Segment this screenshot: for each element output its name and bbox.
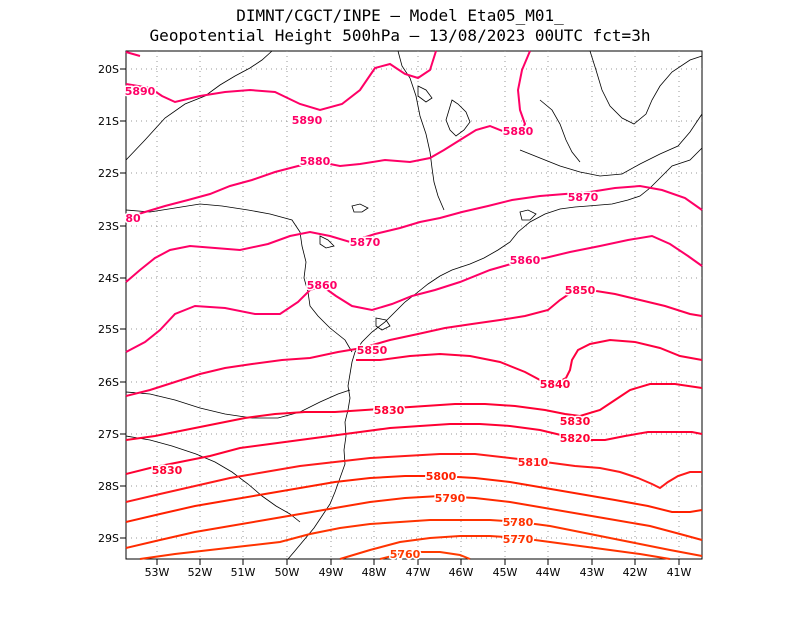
lat-label: 20S [98, 63, 119, 76]
contour-5860 [125, 234, 703, 353]
lon-label: 49W [319, 566, 344, 579]
reservoir-1 [445, 99, 471, 137]
contour-5820 [125, 423, 703, 475]
lon-label: 44W [536, 566, 561, 579]
contour-label: 5850 [357, 344, 388, 357]
lat-label: 25S [98, 323, 119, 336]
lon-label: 51W [231, 566, 256, 579]
state-border-6 [519, 113, 703, 177]
contour-label: 5890 [125, 85, 156, 98]
lon-label: 41W [667, 566, 692, 579]
map-frame [125, 50, 703, 560]
contour-label: 5860 [307, 279, 338, 292]
lon-label: 47W [406, 566, 431, 579]
lon-label: 43W [580, 566, 605, 579]
contour-5790 [125, 494, 703, 549]
contour-label: 5810 [518, 456, 549, 469]
state-border-7 [539, 99, 581, 163]
lat-label: 27S [98, 428, 119, 441]
lagoon [375, 317, 391, 331]
lat-label: 23S [98, 220, 119, 233]
contour-5850 [125, 288, 703, 397]
contour-label: 5880 [300, 155, 331, 168]
contour-label: 5890 [292, 114, 323, 127]
contour-label: 5770 [503, 533, 534, 546]
contour-5780 [139, 519, 703, 560]
contour-5760 [379, 551, 471, 560]
contour-labels: 5890 5890 5880 5880 80 5870 5870 5860 58… [123, 84, 600, 563]
contour-label: 5830 [152, 464, 183, 477]
reservoir-3 [319, 235, 335, 249]
contour-5800 [125, 475, 703, 523]
contour-5830 [125, 383, 703, 441]
state-border-4 [125, 435, 301, 523]
contour-5810 [125, 453, 702, 503]
atlantic-coastline [287, 147, 703, 560]
state-border-3 [125, 389, 351, 419]
contour-label: 5800 [426, 470, 457, 483]
lon-label: 48W [362, 566, 387, 579]
contour-label: 5880 [503, 125, 534, 138]
contour-5880-east [125, 50, 531, 219]
lon-label: 53W [145, 566, 170, 579]
lon-label: 42W [623, 566, 648, 579]
contour-5770 [339, 535, 671, 560]
contour-label: 80 [125, 212, 141, 225]
contour-label: 5790 [435, 492, 466, 505]
map-title-line1: DIMNT/CGCT/INPE – Model Eta05_M01_ [236, 6, 564, 25]
contour-label: 5840 [540, 378, 571, 391]
reservoir-2 [351, 203, 369, 213]
contour-5880-north [125, 51, 141, 57]
contour-lines [125, 50, 703, 560]
latitude-labels: 20S 21S 22S 23S 24S 25S 26S 27S 28S 29S [98, 63, 119, 545]
contour-label: 5860 [510, 254, 541, 267]
lon-label: 45W [493, 566, 518, 579]
contour-label: 5830 [560, 415, 591, 428]
lon-label: 50W [275, 566, 300, 579]
contour-label: 5820 [560, 432, 591, 445]
longitude-labels: 53W 52W 51W 50W 49W 48W 47W 46W 45W 44W … [145, 566, 692, 579]
contour-label: 5760 [390, 548, 421, 561]
lat-label: 26S [98, 376, 119, 389]
contour-label: 5850 [565, 284, 596, 297]
contour-5840-west [356, 352, 541, 381]
contour-label: 5830 [374, 404, 405, 417]
map-title-line2: Geopotential Height 500hPa – 13/08/2023 … [149, 26, 651, 45]
lat-label: 21S [98, 115, 119, 128]
contour-5870 [125, 184, 703, 283]
contour-5840 [546, 338, 703, 383]
state-border-8 [589, 50, 703, 125]
lat-label: 28S [98, 480, 119, 493]
lat-label: 24S [98, 272, 119, 285]
lat-label: 22S [98, 167, 119, 180]
contour-5890-west [125, 50, 437, 112]
lat-label: 29S [98, 532, 119, 545]
bay-outline [519, 209, 537, 221]
tick-marks [120, 68, 680, 565]
contour-label: 5780 [503, 516, 534, 529]
contour-label: 5870 [350, 236, 381, 249]
state-border-1 [125, 50, 273, 161]
island [417, 85, 433, 103]
contour-label: 5870 [568, 191, 599, 204]
lon-label: 46W [449, 566, 474, 579]
state-border-2 [125, 203, 353, 353]
lon-label: 52W [188, 566, 213, 579]
